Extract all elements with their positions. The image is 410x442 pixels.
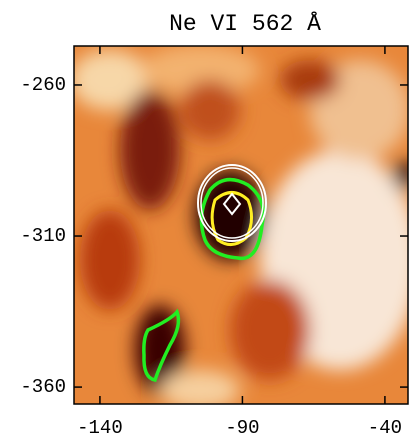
y-tick-label: -310 [20,225,66,247]
heatmap [74,46,408,404]
x-tick-label: -90 [225,417,259,439]
y-tick-label: -260 [20,74,66,96]
x-tick-label: -140 [77,417,123,439]
chart-title: Ne VI 562 Å [169,10,321,37]
x-tick-label: -40 [368,417,402,439]
plot-frame [73,45,409,405]
y-tick-label: -360 [20,376,66,398]
